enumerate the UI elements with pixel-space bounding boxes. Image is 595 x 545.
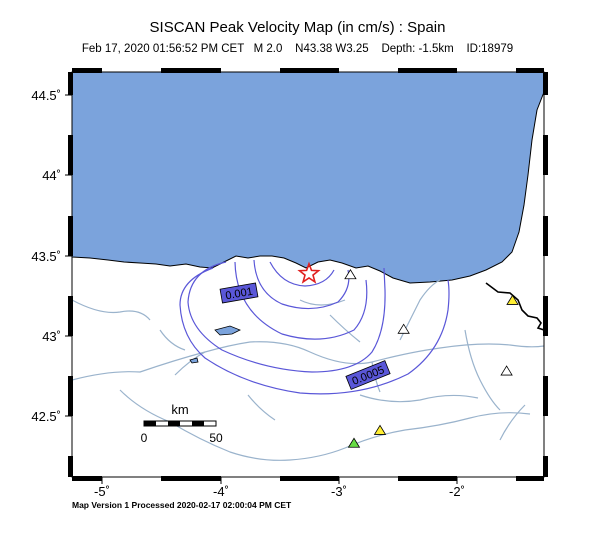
frame-bar-segment — [543, 72, 548, 95]
stations — [344, 268, 519, 448]
station-triangle — [344, 268, 357, 280]
contour-2 — [253, 259, 350, 310]
frame-bar-segment — [68, 296, 73, 336]
frame-bar-segment — [543, 456, 548, 477]
lon-label: -4˚ — [213, 484, 229, 499]
frame-bar-segment — [161, 476, 221, 481]
lat-label: 43˚ — [42, 329, 61, 344]
scale-bar-end: 50 — [209, 431, 223, 445]
contour-label-0001: 0.001 — [219, 282, 259, 304]
frame-bar-segment — [398, 476, 457, 481]
station-triangle — [500, 365, 513, 376]
station-triangle — [506, 294, 519, 305]
national-border — [485, 282, 544, 331]
scale-bar-start: 0 — [141, 431, 148, 445]
contour-3 — [234, 261, 368, 340]
frame-bar-segment — [72, 476, 102, 481]
scale-bar: km 0 50 — [141, 402, 223, 445]
frame-bar-segment — [72, 68, 102, 73]
frame-bar-segment — [68, 216, 73, 256]
reservoir — [189, 357, 199, 364]
lat-label: 43.5˚ — [31, 249, 61, 264]
lat-label: 44.5˚ — [31, 88, 61, 103]
latitude-labels: 44.5˚ 44˚ 43.5˚ 43˚ 42.5˚ — [31, 88, 61, 424]
map-subtitle: Feb 17, 2020 01:56:52 PM CET M 2.0 N43.3… — [81, 43, 514, 55]
reservoir — [214, 325, 241, 336]
frame-bar-segment — [543, 376, 548, 416]
lat-label: 44˚ — [42, 168, 61, 183]
station-triangle — [397, 323, 410, 334]
frame-bar-segment — [68, 376, 73, 416]
station-triangle — [347, 437, 361, 448]
lat-label: 42.5˚ — [31, 409, 61, 424]
contour-inner — [269, 261, 335, 287]
contour-00005 — [179, 267, 450, 395]
lon-label: -2˚ — [449, 484, 465, 499]
epicenter-star — [297, 261, 321, 284]
frame-bar-segment — [516, 476, 544, 481]
map-footer: Map Version 1 Processed 2020-02-17 02:00… — [72, 500, 292, 510]
lon-label: -3˚ — [331, 484, 347, 499]
frame-bar-segment — [543, 216, 548, 256]
frame-bar-segment — [68, 72, 73, 95]
longitude-labels: -5˚ -4˚ -3˚ -2˚ — [94, 484, 465, 499]
lon-label: -5˚ — [94, 484, 110, 499]
frame-bar-segment — [516, 68, 544, 73]
frame-bar-segment — [280, 68, 339, 73]
frame-bars — [68, 68, 548, 481]
frame-bar-segment — [280, 476, 339, 481]
contour-lines — [179, 259, 450, 395]
map-area — [72, 72, 544, 477]
frame-bar-segment — [68, 456, 73, 477]
frame-bar-segment — [398, 68, 457, 73]
frame-bar-segment — [543, 296, 548, 336]
tick-marks — [65, 94, 458, 484]
frame-bar-segment — [68, 135, 73, 175]
contour-label-text: 0.001 — [225, 286, 254, 303]
frame-bar-segment — [161, 68, 221, 73]
sea-area — [72, 72, 544, 284]
station-triangle — [373, 424, 387, 435]
contour-0001 — [187, 261, 386, 373]
scale-bar-unit: km — [171, 402, 188, 417]
map-title: SISCAN Peak Velocity Map (in cm/s) : Spa… — [149, 19, 446, 36]
frame-bar-segment — [543, 135, 548, 175]
